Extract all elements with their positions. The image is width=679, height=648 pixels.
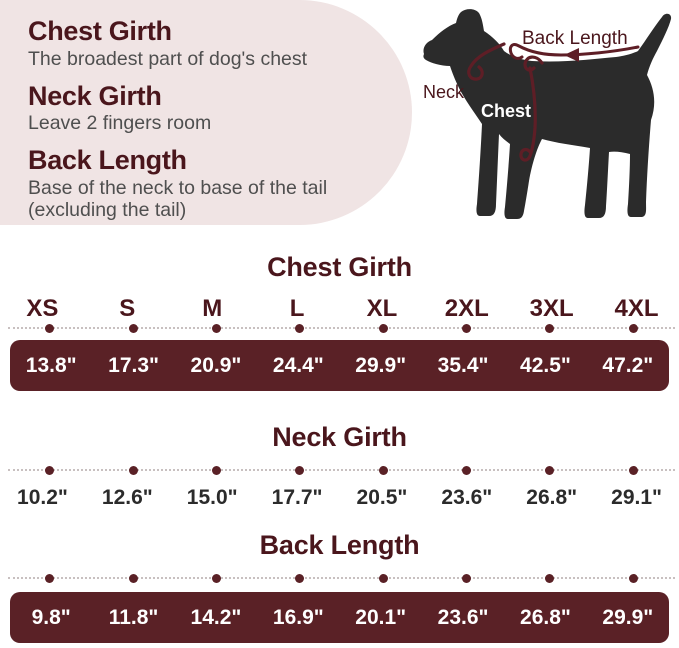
dot-marker xyxy=(128,323,138,333)
back-value-m: 14.2" xyxy=(190,605,242,629)
dot-marker xyxy=(545,573,555,583)
chart-title-chest-girth: Chest Girth xyxy=(267,252,412,282)
guide-title-chest-girth: Chest Girth xyxy=(28,16,172,46)
chest-value-xl: 29.9" xyxy=(355,353,407,377)
dot-marker xyxy=(378,465,388,475)
neck-girth-dotted-line xyxy=(8,465,675,475)
dot-marker xyxy=(295,323,305,333)
size-label-3xl: 3XL xyxy=(529,295,574,322)
size-header-row: XS S M L XL 2XL 3XL 4XL xyxy=(0,295,679,323)
measuring-guide-panel: Chest Girth The broadest part of dog's c… xyxy=(0,0,412,225)
dot-marker xyxy=(45,465,55,475)
dot-marker xyxy=(45,573,55,583)
chart-title-neck-girth: Neck Girth xyxy=(272,422,407,452)
chest-value-4xl: 47.2" xyxy=(602,353,654,377)
neck-value-4xl: 29.1" xyxy=(611,486,662,509)
chart-title-back-length: Back Length xyxy=(259,530,420,560)
neck-value-s: 12.6" xyxy=(101,486,153,509)
dot-marker xyxy=(128,465,138,475)
neck-value-xs: 10.2" xyxy=(17,486,68,509)
dog-measurement-diagram: Back Length Neck Chest xyxy=(418,6,679,224)
neck-value-l: 17.7" xyxy=(271,486,323,509)
chest-value-s: 17.3" xyxy=(108,353,159,377)
back-length-arrowhead-icon xyxy=(564,48,579,62)
size-label-s: S xyxy=(119,295,136,322)
neck-value-m: 15.0" xyxy=(186,486,238,509)
back-value-4xl: 29.9" xyxy=(602,605,654,629)
back-value-xl: 20.1" xyxy=(355,605,407,629)
dot-marker xyxy=(628,465,638,475)
back-value-s: 11.8" xyxy=(108,605,159,629)
dot-marker xyxy=(295,573,305,583)
dot-marker xyxy=(545,465,555,475)
size-label-xl: XL xyxy=(366,295,398,322)
guide-item-neck: Neck Girth Leave 2 fingers room xyxy=(28,80,392,136)
diagram-label-back-length: Back Length xyxy=(522,28,628,49)
dot-marker xyxy=(128,573,138,583)
guide-desc-line: (excluding the tail) xyxy=(28,198,187,221)
dot-marker xyxy=(462,465,472,475)
size-label-xs: XS xyxy=(26,295,59,322)
guide-desc-line: Leave 2 fingers room xyxy=(28,112,212,135)
neck-value-2xl: 23.6" xyxy=(441,486,493,509)
chest-value-l: 24.4" xyxy=(272,353,324,377)
back-value-2xl: 23.6" xyxy=(437,605,489,629)
dot-marker xyxy=(628,323,638,333)
guide-desc-line: The broadest part of dog's chest xyxy=(28,47,308,70)
dot-marker xyxy=(211,573,221,583)
dot-marker xyxy=(378,323,388,333)
dot-marker xyxy=(462,323,472,333)
size-label-2xl: 2XL xyxy=(444,295,489,322)
back-length-arrow-line xyxy=(508,43,640,60)
dog-illustration xyxy=(423,9,672,219)
back-value-xs: 9.8" xyxy=(31,605,71,629)
dot-marker xyxy=(45,323,55,333)
dot-marker xyxy=(628,573,638,583)
size-label-m: M xyxy=(202,295,223,322)
chest-girth-dotted-line xyxy=(8,323,675,333)
guide-desc-line: Base of the neck to base of the tail xyxy=(28,176,328,199)
back-value-l: 16.9" xyxy=(272,605,324,629)
guide-title-back-length: Back Length xyxy=(28,145,187,176)
dot-marker xyxy=(378,573,388,583)
back-length-value-bar: 9.8" 11.8" 14.2" 16.9" 20.1" 23.6" 26.8"… xyxy=(10,592,669,643)
dot-marker xyxy=(295,465,305,475)
chest-value-2xl: 35.4" xyxy=(437,353,489,377)
neck-value-3xl: 26.8" xyxy=(526,486,578,509)
diagram-label-chest: Chest xyxy=(481,101,532,121)
guide-item-back: Back Length Base of the neck to base of … xyxy=(28,145,392,222)
neck-girth-value-row: 10.2" 12.6" 15.0" 17.7" 20.5" 23.6" 26.8… xyxy=(0,486,679,510)
chest-value-3xl: 42.5" xyxy=(520,353,571,377)
dot-marker xyxy=(545,323,555,333)
guide-item-chest: Chest Girth The broadest part of dog's c… xyxy=(28,16,392,71)
chest-value-xs: 13.8" xyxy=(25,353,77,377)
back-length-dotted-line xyxy=(8,573,675,583)
neck-value-xl: 20.5" xyxy=(356,486,408,509)
chest-measure-line xyxy=(519,55,544,162)
guide-desc-neck-girth: Leave 2 fingers room xyxy=(28,112,392,135)
dot-marker xyxy=(211,465,221,475)
size-label-4xl: 4XL xyxy=(614,295,659,322)
dot-marker xyxy=(211,323,221,333)
chest-value-m: 20.9" xyxy=(190,353,242,377)
neck-measure-line xyxy=(467,42,506,81)
guide-title-neck-girth: Neck Girth xyxy=(28,80,162,111)
diagram-label-neck: Neck xyxy=(423,82,465,102)
guide-desc-back-length: Base of the neck to base of the tail (ex… xyxy=(28,176,392,222)
chest-girth-value-bar: 13.8" 17.3" 20.9" 24.4" 29.9" 35.4" 42.5… xyxy=(10,340,669,391)
dog-silhouette xyxy=(423,9,672,219)
back-value-3xl: 26.8" xyxy=(520,605,571,629)
guide-desc-chest-girth: The broadest part of dog's chest xyxy=(28,47,392,71)
size-label-l: L xyxy=(289,295,305,322)
dot-marker xyxy=(462,573,472,583)
